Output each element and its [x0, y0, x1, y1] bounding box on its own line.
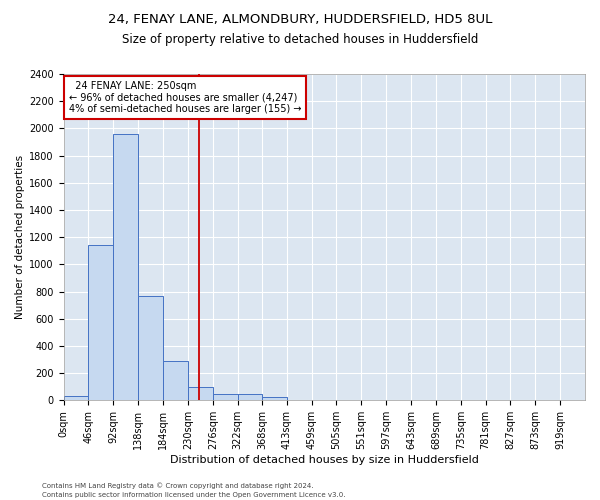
Bar [213, 394, 238, 400]
Y-axis label: Number of detached properties: Number of detached properties [15, 155, 25, 319]
Bar [188, 386, 213, 400]
Bar [113, 134, 138, 400]
Bar [88, 246, 113, 400]
X-axis label: Distribution of detached houses by size in Huddersfield: Distribution of detached houses by size … [170, 455, 479, 465]
Bar [64, 396, 88, 400]
Text: Size of property relative to detached houses in Huddersfield: Size of property relative to detached ho… [122, 32, 478, 46]
Text: Contains public sector information licensed under the Open Government Licence v3: Contains public sector information licen… [42, 492, 346, 498]
Bar [238, 394, 262, 400]
Text: 24 FENAY LANE: 250sqm
← 96% of detached houses are smaller (4,247)
4% of semi-de: 24 FENAY LANE: 250sqm ← 96% of detached … [69, 81, 302, 114]
Bar [138, 296, 163, 401]
Text: 24, FENAY LANE, ALMONDBURY, HUDDERSFIELD, HD5 8UL: 24, FENAY LANE, ALMONDBURY, HUDDERSFIELD… [108, 12, 492, 26]
Bar [262, 397, 287, 400]
Text: Contains HM Land Registry data © Crown copyright and database right 2024.: Contains HM Land Registry data © Crown c… [42, 482, 314, 489]
Bar [163, 361, 188, 401]
